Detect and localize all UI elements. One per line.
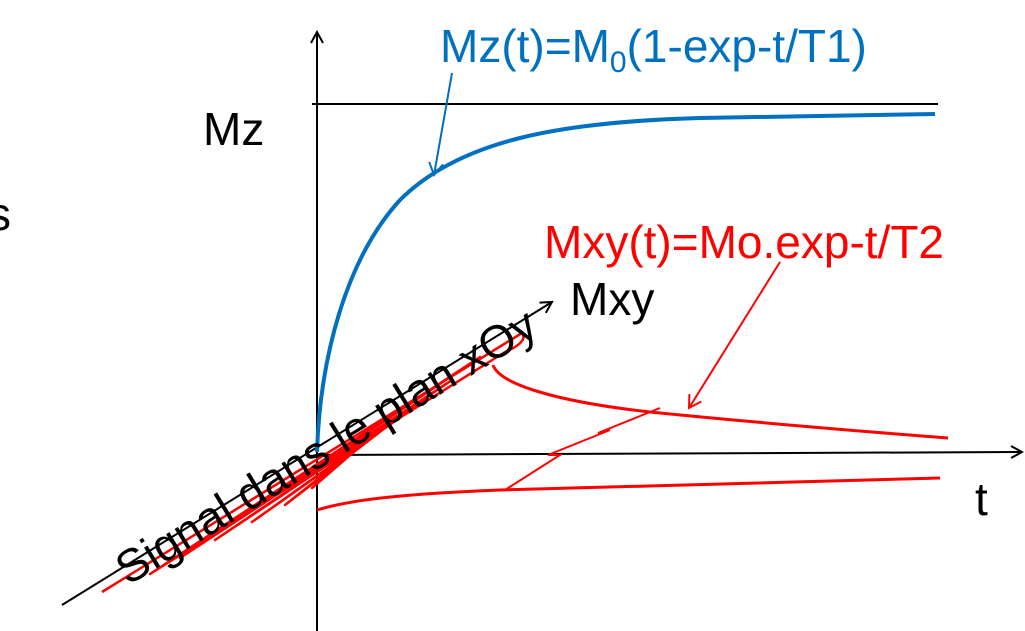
clipped-left-s-label: s (0, 188, 11, 240)
spiral-signal-curve (101, 331, 525, 594)
t1-formula-subscript: 0 (610, 46, 627, 79)
t1-formula-prefix: Mz(t)=M (440, 20, 610, 72)
t1-formula-pointer-arrow (428, 72, 453, 177)
plane-caption: Signal dans le plan xOy (106, 298, 545, 595)
mxy-axis (61, 302, 552, 606)
t1-formula-suffix: (1-exp-t/T1) (627, 20, 867, 72)
t2-decay-lower-curve (316, 476, 941, 512)
clipped-left-top-label: r (0, 0, 5, 22)
spiral-transition-zigzag (504, 407, 661, 491)
mxy-axis-label: Mxy (570, 273, 654, 325)
mz-axis-label: Mz (203, 103, 264, 155)
t1-recovery-curve (315, 112, 936, 453)
t-axis-label: t (975, 473, 988, 525)
time-axis (316, 452, 1022, 455)
t2-formula: Mxy(t)=Mo.exp-t/T2 (544, 216, 944, 268)
t2-formula-pointer-arrow (687, 261, 781, 410)
t2-decay-upper-curve (491, 364, 949, 440)
t1-formula: Mz(t)=M0(1-exp-t/T1) (440, 20, 867, 79)
